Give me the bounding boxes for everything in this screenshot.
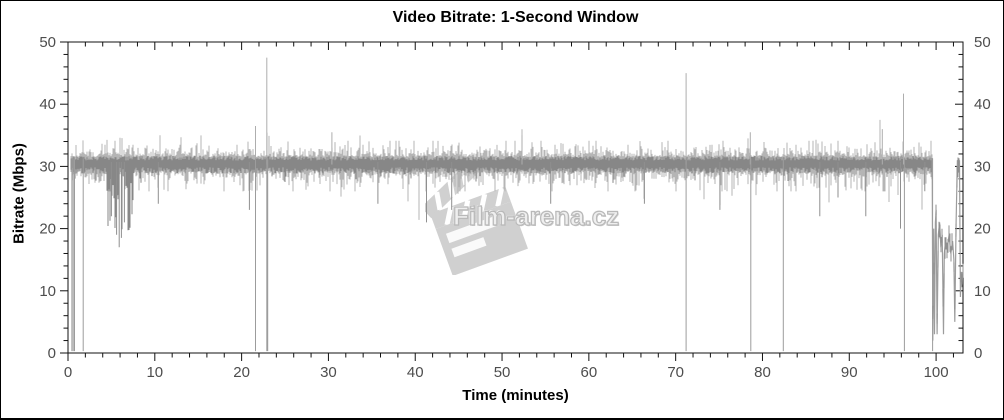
svg-text:0: 0 bbox=[48, 345, 56, 362]
svg-text:80: 80 bbox=[754, 364, 771, 381]
svg-text:20: 20 bbox=[39, 221, 56, 238]
y-axis-title: Bitrate (Mbps) bbox=[10, 143, 28, 244]
svg-text:100: 100 bbox=[924, 364, 949, 381]
svg-text:90: 90 bbox=[841, 364, 858, 381]
x-axis-title: Time (minutes) bbox=[462, 387, 569, 404]
svg-text:20: 20 bbox=[974, 221, 991, 238]
svg-text:40: 40 bbox=[407, 364, 424, 381]
svg-text:50: 50 bbox=[974, 34, 991, 51]
svg-text:0: 0 bbox=[974, 345, 982, 362]
svg-text:40: 40 bbox=[974, 96, 991, 113]
svg-text:30: 30 bbox=[320, 364, 337, 381]
svg-text:10: 10 bbox=[146, 364, 163, 381]
svg-text:10: 10 bbox=[39, 283, 56, 300]
svg-text:50: 50 bbox=[494, 364, 511, 381]
svg-text:70: 70 bbox=[667, 364, 684, 381]
svg-text:30: 30 bbox=[39, 158, 56, 175]
svg-text:30: 30 bbox=[974, 158, 991, 175]
svg-text:40: 40 bbox=[39, 96, 56, 113]
watermark: Film-arena.cz bbox=[425, 157, 705, 275]
svg-text:50: 50 bbox=[39, 34, 56, 51]
svg-text:0: 0 bbox=[64, 364, 72, 381]
chart-title: Video Bitrate: 1-Second Window bbox=[392, 9, 639, 26]
svg-text:60: 60 bbox=[581, 364, 598, 381]
svg-text:10: 10 bbox=[974, 283, 991, 300]
watermark-text: Film-arena.cz bbox=[452, 200, 620, 231]
svg-text:20: 20 bbox=[233, 364, 250, 381]
